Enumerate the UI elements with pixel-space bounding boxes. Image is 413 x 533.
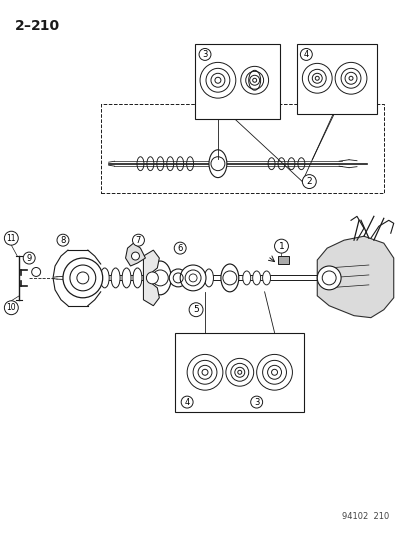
Text: 11: 11 bbox=[7, 233, 16, 243]
Text: 4: 4 bbox=[184, 398, 189, 407]
Text: 1: 1 bbox=[278, 241, 284, 251]
Circle shape bbox=[250, 396, 262, 408]
Circle shape bbox=[189, 303, 202, 317]
Circle shape bbox=[315, 76, 318, 80]
Text: 2: 2 bbox=[15, 19, 25, 33]
Text: 7: 7 bbox=[135, 236, 141, 245]
Circle shape bbox=[348, 76, 352, 80]
Ellipse shape bbox=[209, 150, 226, 177]
Circle shape bbox=[146, 272, 158, 284]
Ellipse shape bbox=[78, 268, 87, 288]
Text: 2: 2 bbox=[306, 177, 311, 186]
Circle shape bbox=[301, 175, 316, 189]
Text: 9: 9 bbox=[26, 254, 32, 263]
Circle shape bbox=[23, 252, 35, 264]
Circle shape bbox=[57, 234, 69, 246]
Circle shape bbox=[300, 49, 311, 60]
Bar bbox=[195, 44, 279, 119]
Ellipse shape bbox=[122, 268, 131, 288]
Circle shape bbox=[5, 301, 18, 314]
Bar bbox=[297, 44, 376, 114]
Bar bbox=[277, 256, 289, 264]
Text: 210: 210 bbox=[31, 19, 60, 33]
Ellipse shape bbox=[182, 269, 191, 287]
Text: 6: 6 bbox=[177, 244, 183, 253]
Ellipse shape bbox=[100, 268, 109, 288]
Ellipse shape bbox=[262, 271, 270, 285]
Circle shape bbox=[214, 77, 221, 83]
Text: 3: 3 bbox=[253, 398, 259, 407]
Text: 8: 8 bbox=[60, 236, 66, 245]
Circle shape bbox=[131, 252, 139, 260]
Ellipse shape bbox=[242, 271, 250, 285]
Ellipse shape bbox=[149, 261, 171, 295]
Text: 10: 10 bbox=[7, 303, 16, 312]
Ellipse shape bbox=[133, 268, 142, 288]
Circle shape bbox=[181, 396, 192, 408]
Polygon shape bbox=[316, 236, 393, 318]
Text: –: – bbox=[23, 19, 30, 33]
Circle shape bbox=[252, 78, 256, 82]
Circle shape bbox=[199, 49, 211, 60]
Bar bbox=[100, 104, 383, 193]
Circle shape bbox=[169, 269, 187, 287]
Circle shape bbox=[274, 239, 288, 253]
Ellipse shape bbox=[89, 268, 98, 288]
Circle shape bbox=[132, 234, 144, 246]
Polygon shape bbox=[143, 250, 159, 306]
Circle shape bbox=[202, 369, 207, 375]
Circle shape bbox=[5, 231, 18, 245]
Circle shape bbox=[271, 369, 277, 375]
Ellipse shape bbox=[204, 269, 213, 287]
Circle shape bbox=[174, 242, 186, 254]
Circle shape bbox=[237, 370, 241, 374]
Text: 94102  210: 94102 210 bbox=[341, 512, 388, 521]
Ellipse shape bbox=[252, 271, 260, 285]
Bar bbox=[175, 333, 304, 412]
Ellipse shape bbox=[193, 269, 202, 287]
Polygon shape bbox=[125, 243, 145, 266]
Text: 5: 5 bbox=[193, 305, 199, 314]
Circle shape bbox=[316, 266, 340, 290]
Ellipse shape bbox=[111, 268, 120, 288]
Circle shape bbox=[63, 258, 102, 298]
Text: 3: 3 bbox=[202, 50, 207, 59]
Ellipse shape bbox=[221, 264, 238, 292]
Text: 4: 4 bbox=[303, 50, 308, 59]
Circle shape bbox=[180, 265, 206, 291]
